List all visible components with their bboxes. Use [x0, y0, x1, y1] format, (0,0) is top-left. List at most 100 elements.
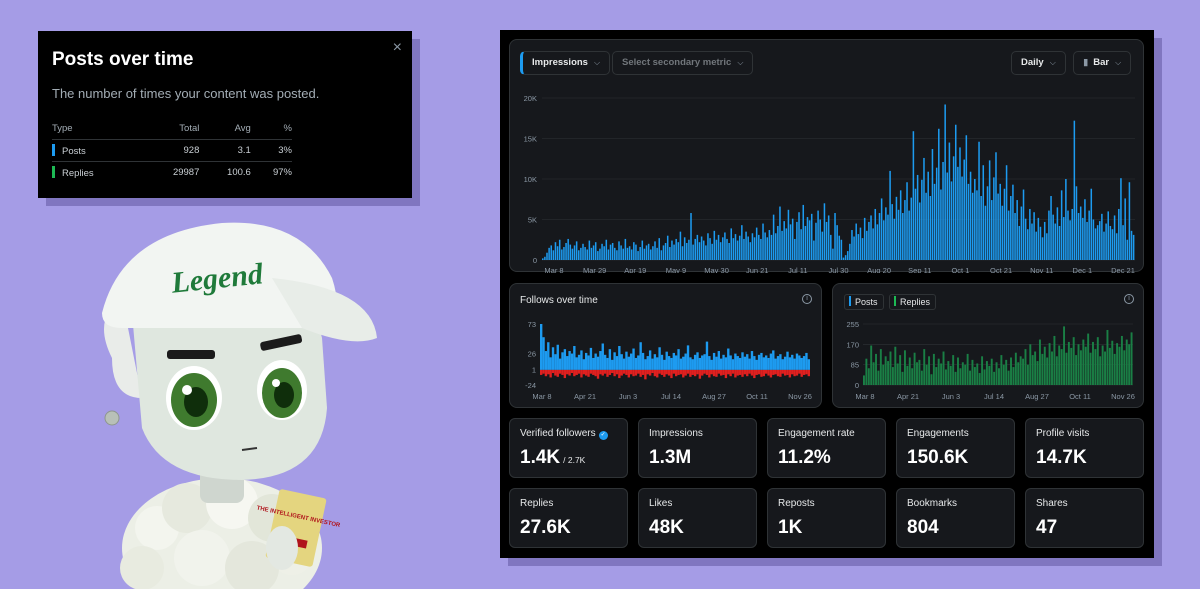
y-tick-label: 10K [524, 175, 537, 184]
follows-bar [776, 356, 780, 370]
stat-engagement-rate[interactable]: Engagement rate 11.2% [767, 418, 886, 478]
follows-bar [684, 353, 687, 370]
impressions-bar [698, 242, 701, 260]
legend-posts[interactable]: Posts [844, 294, 884, 310]
info-icon[interactable]: i [802, 294, 812, 304]
follows-bar [724, 357, 728, 370]
unfollows-bar [746, 369, 749, 377]
replies-bar [908, 357, 911, 385]
impressions-bar [675, 238, 677, 260]
close-icon[interactable]: × [392, 39, 402, 56]
impressions-bar [607, 249, 610, 260]
stat-value: 150.6K [907, 447, 969, 468]
stat-label: Reposts [778, 498, 815, 509]
stat-label: Shares [1036, 498, 1068, 509]
follows-bar [741, 352, 744, 370]
impressions-bar [686, 242, 688, 260]
impressions-bar [929, 196, 932, 260]
y-tick-label: 73 [528, 320, 536, 329]
impressions-bar [918, 202, 921, 260]
info-icon[interactable]: i [1124, 294, 1134, 304]
impressions-bar [594, 242, 597, 260]
unfollows-bar [734, 369, 737, 378]
follows-bar [712, 352, 716, 370]
unfollows-bar [585, 369, 588, 376]
y-tick-label: 26 [528, 350, 536, 359]
unfollows-bar [641, 369, 645, 375]
follows-bar [615, 356, 619, 370]
col-type: Type [52, 123, 73, 134]
impressions-bar [817, 210, 819, 260]
replies-bar [865, 358, 868, 385]
impressions-bar [802, 204, 805, 260]
legend-replies-label: Replies [900, 297, 931, 307]
analytics-dashboard: Impressions ⌵ Select secondary metric ⌵ Da… [500, 30, 1154, 558]
follows-bar [769, 353, 773, 370]
impressions-bar [846, 251, 849, 260]
row-avg: 3.1 [199, 139, 251, 162]
primary-metric-dropdown[interactable]: Impressions ⌵ [520, 51, 611, 75]
impressions-bar [974, 179, 976, 260]
impressions-bar [1007, 210, 1010, 260]
stat-label-text: Verified followers [520, 428, 596, 439]
impressions-bar [825, 221, 828, 260]
impressions-bar [692, 244, 694, 260]
follows-bar [734, 353, 737, 370]
row-type: Posts [52, 139, 143, 162]
unfollows-bar [689, 369, 692, 377]
stat-profile-visits[interactable]: Profile visits 14.7K [1025, 418, 1144, 478]
impressions-bar [747, 236, 749, 260]
impressions-bar [751, 233, 754, 260]
impressions-bar [605, 239, 608, 260]
secondary-metric-dropdown[interactable]: Select secondary metric ⌵ [612, 51, 754, 75]
chart-type-dropdown[interactable]: ▮ Bar ⌵ [1073, 51, 1132, 75]
unfollows-bar [677, 369, 680, 375]
follows-bar [613, 352, 616, 370]
unfollows-bar [750, 369, 754, 376]
replies-bar [952, 355, 955, 385]
interval-dropdown[interactable]: Daily ⌵ [1011, 51, 1066, 75]
x-tick-label: Apr 19 [624, 266, 646, 273]
impressions-bar [717, 234, 720, 260]
follows-bar [568, 351, 571, 370]
stat-engagements[interactable]: Engagements 150.6K [896, 418, 1015, 478]
follows-bar [783, 356, 787, 370]
stat-impressions[interactable]: Impressions 1.3M [638, 418, 757, 478]
stat-replies[interactable]: Replies 27.6K [509, 488, 628, 548]
impressions-bar [789, 224, 792, 260]
unfollows-bar [743, 369, 747, 375]
impressions-bar [658, 238, 661, 260]
replies-bar [1005, 359, 1008, 385]
unfollows-bar [556, 369, 559, 377]
stat-shares[interactable]: Shares 47 [1025, 488, 1144, 548]
stat-bookmarks[interactable]: Bookmarks 804 [896, 488, 1015, 548]
impressions-bar [671, 240, 673, 260]
legend-replies[interactable]: Replies [889, 294, 937, 310]
impressions-bar [933, 183, 936, 260]
impressions-bar [961, 176, 963, 260]
x-tick-label: Oct 21 [990, 266, 1012, 273]
impressions-bar [558, 239, 561, 260]
unfollows-bar [757, 369, 761, 375]
stat-verified-followers[interactable]: Verified followers ✓ 1.4K/ 2.7K [509, 418, 628, 478]
impressions-bar [796, 221, 798, 260]
x-tick-label: Aug 20 [867, 266, 891, 273]
replies-bar [1034, 351, 1037, 385]
stat-likes[interactable]: Likes 48K [638, 488, 757, 548]
impressions-bar [637, 251, 639, 260]
replies-bar [918, 359, 921, 385]
stat-reposts[interactable]: Reposts 1K [767, 488, 886, 548]
follows-bar [561, 352, 564, 370]
unfollows-bar [634, 369, 638, 376]
impressions-bar [880, 198, 883, 260]
replies-bar [879, 349, 882, 385]
unfollows-bar [622, 369, 626, 374]
impressions-bar [1130, 230, 1133, 260]
replies-bar [1128, 344, 1131, 385]
unfollows-bar [672, 369, 675, 374]
impressions-bar [1065, 179, 1067, 260]
impressions-bar [546, 252, 548, 260]
unfollows-bar [601, 369, 604, 376]
follows-bar [781, 359, 784, 370]
unfollows-bar [594, 369, 597, 377]
